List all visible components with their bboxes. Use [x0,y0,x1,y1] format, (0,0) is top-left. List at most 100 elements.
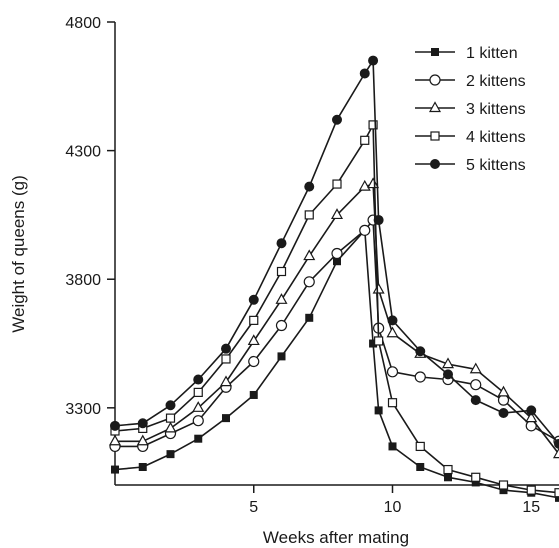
data-point [277,352,286,361]
data-point [137,418,148,429]
data-point [415,441,425,452]
data-point [305,313,314,322]
data-point [368,120,378,130]
data-point [526,485,536,495]
data-point [276,266,287,277]
data-point [221,354,231,364]
data-point [304,181,315,192]
data-point [166,450,175,459]
legend-label: 2 kittens [466,73,526,90]
data-point [373,215,384,226]
data-point [249,390,258,399]
legend-label: 3 kittens [466,101,526,118]
legend-label: 1 kitten [466,45,518,62]
data-point [330,208,344,220]
legend-marker [430,159,440,169]
series-line [114,229,559,499]
data-point [386,326,399,338]
series-5 [110,55,559,449]
data-point [332,179,342,189]
data-point [374,406,383,415]
x-axis-title: Weeks after mating [263,528,409,547]
legend-item-4: 4 kittens [415,129,526,146]
y-tick-label: 4800 [65,15,101,32]
x-tick-label: 15 [522,499,540,516]
data-point [303,276,315,288]
data-point [360,135,370,145]
data-point [111,465,119,474]
data-point [193,374,204,385]
series-2 [109,214,559,453]
series-line [115,183,559,455]
series-3 [108,177,559,459]
data-point [441,357,455,369]
data-point [443,464,453,475]
data-point [136,434,149,446]
data-point [359,68,370,79]
x-tick-label: 5 [249,499,258,516]
data-point [552,447,559,459]
data-point [387,315,398,326]
data-point [165,400,176,411]
data-point [165,413,176,423]
axes: 3300 3800 4300 4800 5 10 15 [65,15,559,516]
data-point [414,371,426,383]
data-point [469,362,482,374]
series-4 [110,120,559,498]
data-point [249,315,259,325]
data-point [275,293,288,304]
data-point [526,405,537,416]
data-point [525,411,538,423]
y-tick-label: 3300 [65,401,101,418]
data-point [221,343,231,354]
data-point [192,415,204,427]
data-point [388,442,397,451]
y-tick-label: 3800 [65,272,101,289]
y-tick-label: 4300 [65,144,101,161]
data-point [498,407,509,418]
data-point [110,420,120,431]
data-point [247,334,260,346]
data-point [368,55,379,66]
legend-marker [430,131,440,141]
data-point [554,488,559,498]
data-point [367,177,380,189]
legend-marker [431,48,439,56]
data-point [387,398,398,408]
data-point [276,238,287,249]
data-point [374,336,384,346]
data-point [248,355,260,368]
series-layer [108,55,559,502]
data-point [555,493,559,502]
data-point [470,395,481,406]
data-point [498,480,509,490]
legend-item-2: 2 kittens [415,73,526,90]
x-tick-label: 10 [384,499,402,516]
data-point [497,385,510,397]
data-point [416,462,425,471]
data-point [415,346,426,357]
data-point [332,114,342,125]
data-point [164,421,177,433]
legend-marker [429,74,441,86]
data-point [248,294,259,305]
data-point [331,247,343,260]
data-point [192,401,205,412]
data-point [304,210,314,220]
legend-item-5: 5 kittens [415,157,526,174]
data-point [303,249,316,261]
data-point [554,438,559,449]
legend-label: 5 kittens [466,157,526,174]
data-point [108,434,122,446]
series-1 [111,226,559,502]
data-point [138,462,147,471]
data-point [222,414,230,423]
legend-item-3: 3 kittens [415,101,526,118]
data-point [219,375,233,387]
data-point [470,379,482,391]
data-point [372,282,385,294]
legend-item-1: 1 kitten [415,45,518,62]
data-point [471,472,481,482]
data-point [275,319,288,332]
